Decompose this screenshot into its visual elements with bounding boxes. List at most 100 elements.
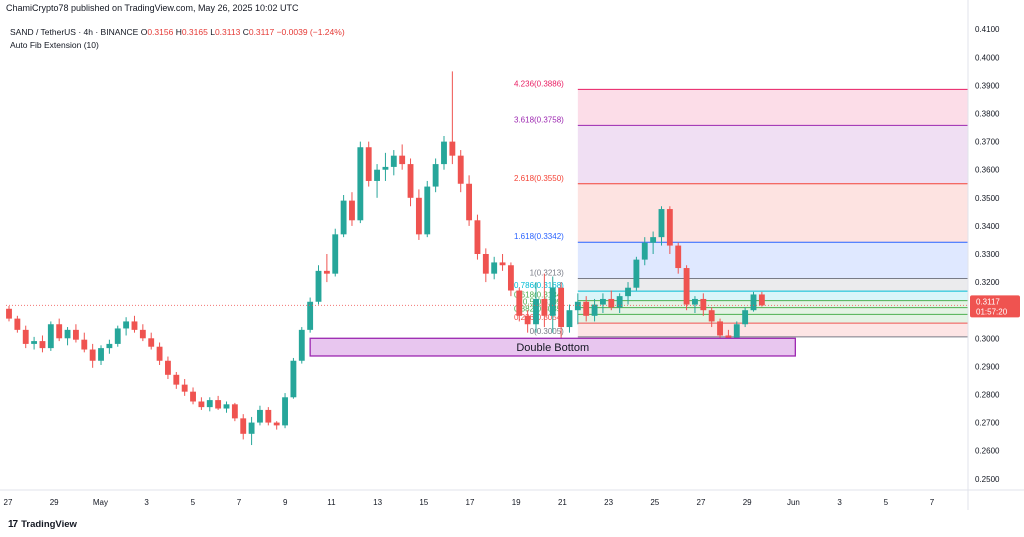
candle-body [641, 242, 648, 260]
candle-body [742, 310, 749, 325]
candle-body [516, 290, 523, 316]
candle-body [750, 294, 757, 311]
candle-body [173, 374, 180, 385]
price-tick-label: 0.3400 [975, 222, 1000, 231]
price-tick-label: 0.3900 [975, 81, 1000, 90]
candle-body [273, 422, 280, 426]
candle-body [106, 343, 113, 349]
candle-body [47, 324, 54, 349]
candle-body [650, 237, 657, 243]
candle-body [139, 329, 146, 339]
time-tick-label: 27 [697, 498, 706, 507]
ohlc-high-label: H [175, 27, 182, 37]
candle-body [72, 329, 79, 340]
candle-body [290, 360, 297, 398]
candle-body [257, 409, 263, 423]
candle-body [466, 183, 473, 221]
price-tick-label: 0.4000 [975, 53, 1000, 62]
ohlc-low-value: 0.3113 [214, 27, 241, 37]
ohlc-close-value: 0.3117 [248, 27, 275, 37]
price-tick-label: 0.2600 [975, 447, 1000, 456]
candle-body [549, 287, 556, 316]
candle-body [616, 296, 623, 308]
indicator-label[interactable]: Auto Fib Extension (10) [10, 40, 99, 50]
price-tick-label: 0.3800 [975, 110, 1000, 119]
last-price-value: 0.3117 [976, 297, 1000, 306]
candle-body [131, 321, 138, 330]
candle-body [457, 155, 464, 184]
candle-body [307, 301, 314, 330]
time-tick-label: 27 [4, 498, 13, 507]
time-tick-label: 7 [237, 498, 242, 507]
price-tick-label: 0.3200 [975, 278, 1000, 287]
candle-body [733, 324, 740, 342]
candle-body [449, 141, 456, 156]
fib-zone [577, 89, 968, 126]
candle-body [156, 346, 163, 361]
time-tick-label: 15 [419, 498, 428, 507]
time-tick-label: 9 [283, 498, 288, 507]
fib-extension-layer: 4.236(0.3886) 3.618(0.3758) 2.618(0.3550) 1… [514, 79, 968, 338]
candle-body [14, 318, 21, 330]
last-price-countdown: 01:57:20 [976, 307, 1008, 316]
price-axis[interactable]: 0.4100 0.4000 0.3900 0.3800 0.3700 0.3600 0.35… [967, 0, 1020, 510]
price-tick-label: 0.3700 [975, 138, 1000, 147]
price-tick-label: 0.3300 [975, 250, 1000, 259]
candle-body [181, 384, 188, 392]
price-tick-label: 0.3500 [975, 194, 1000, 203]
candle-body [123, 321, 130, 329]
price-tick-label: 0.2800 [975, 390, 1000, 399]
time-tick-label: 17 [466, 498, 475, 507]
candle-body [482, 254, 489, 274]
double-bottom-label: Double Bottom [516, 342, 589, 354]
time-tick-label: 13 [373, 498, 382, 507]
fib-level-label: 0.382(0.3085) [514, 304, 564, 313]
candle-body [574, 301, 581, 311]
candle-body [415, 197, 422, 235]
fib-level-label: 0.618(0.3134) [514, 291, 564, 300]
candle-body [633, 259, 640, 288]
fib-level-label: 1.618(0.3342) [514, 232, 564, 241]
time-tick-label: 25 [650, 498, 659, 507]
candle-body [507, 265, 514, 291]
candle-body [708, 310, 715, 322]
fib-zone [577, 183, 968, 243]
candle-body [566, 310, 573, 328]
candle-body [491, 262, 498, 274]
candle-body [240, 418, 247, 434]
candle-body [524, 315, 531, 325]
symbol-name: SAND / TetherUS · 4h · BINANCE [10, 27, 139, 37]
fib-zone [577, 278, 968, 292]
fib-zone [577, 323, 968, 337]
candle-body [591, 304, 598, 316]
time-axis[interactable]: 27 29 May 3 5 7 9 11 13 15 17 19 21 23 25 27 29 Jun 3 5 7 [0, 489, 1024, 507]
candle-body [248, 422, 255, 434]
fib-level-label: 3.618(0.3758) [514, 115, 564, 124]
candle-body [198, 401, 205, 408]
candle-body [215, 400, 222, 409]
candle-body [98, 348, 104, 361]
candle-body [382, 166, 389, 170]
candle-body [165, 360, 171, 375]
time-tick-label: 23 [604, 498, 613, 507]
candle-body [583, 301, 590, 316]
fib-zone [577, 300, 968, 308]
candle-body [114, 328, 121, 344]
candle-body [432, 164, 439, 187]
time-tick-label: 5 [884, 498, 889, 507]
candle-body [675, 245, 682, 269]
annotation-layer: Double Bottom [309, 337, 796, 357]
price-change: −0.0039 (−1.24%) [276, 27, 345, 37]
candle-body [558, 287, 565, 328]
double-bottom-zone [309, 337, 796, 357]
candle-body [541, 298, 548, 316]
candle-body [231, 404, 238, 419]
candle-body [223, 404, 230, 409]
candle-body [407, 164, 414, 198]
candle-body [64, 329, 71, 339]
tradingview-logo[interactable]: 17 TradingView [8, 519, 77, 530]
candle-body [148, 338, 155, 347]
time-tick-label: 21 [558, 498, 567, 507]
fib-zone [577, 291, 968, 301]
